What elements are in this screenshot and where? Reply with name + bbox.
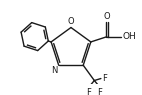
Text: F: F — [97, 88, 102, 95]
Text: N: N — [51, 66, 57, 75]
Text: OH: OH — [122, 32, 136, 41]
Text: O: O — [104, 12, 110, 21]
Text: F: F — [86, 88, 91, 95]
Text: F: F — [103, 74, 107, 83]
Text: O: O — [68, 17, 74, 26]
